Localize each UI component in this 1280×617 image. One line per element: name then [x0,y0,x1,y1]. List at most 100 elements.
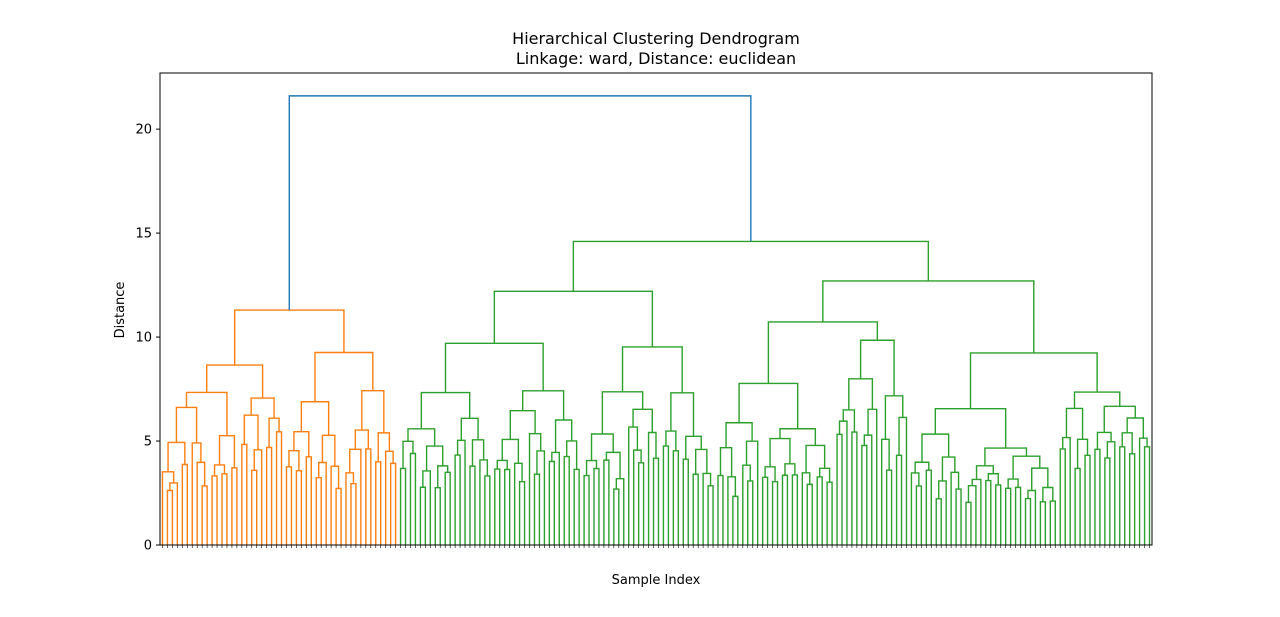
cluster-2-link [566,440,578,470]
cluster-2-link [484,475,491,545]
cluster-2-link [513,462,523,545]
cluster-2-link [969,352,1098,409]
cluster-2-link [725,422,753,448]
cluster-2-link [437,465,449,488]
cluster-2-link [670,392,695,437]
cluster-1-link [250,397,275,419]
cluster-1-link [218,435,236,468]
cluster-2-link [536,450,546,545]
cluster-2-link [816,476,823,545]
cluster-2-link [975,465,994,480]
cluster-2-link [1076,438,1089,469]
cluster-2-link [805,444,826,473]
cluster-2-link [456,439,466,545]
cluster-1-link [201,485,208,545]
cluster-2-link [419,486,427,545]
cluster-2-link [801,472,811,545]
cluster-2-link [914,461,930,473]
cluster-2-link [910,472,920,545]
cluster-1-link [389,462,397,545]
cluster-2-link [628,426,639,545]
cluster-1-link [365,448,372,545]
cluster-2-link [672,450,680,545]
cluster-2-link [601,391,644,435]
cluster-2-link [603,459,610,545]
y-tick-label: 0 [144,539,152,554]
y-axis-label: Distance [113,282,128,339]
cluster-1-link [300,401,330,436]
cluster-2-link [1094,448,1101,545]
cluster-2-link [425,445,444,471]
cluster-2-link [747,480,754,545]
cluster-1-link [233,309,345,366]
cluster-1-link [167,441,186,472]
cluster-2-link [460,417,479,441]
cluster-2-link [1031,467,1049,491]
cluster-1-link [175,406,198,443]
cluster-2-link [444,342,544,393]
cluster-1-link [375,461,382,545]
cluster-2-link [469,465,476,545]
cluster-2-link [573,468,580,545]
cluster-2-link [707,485,714,545]
cluster-2-link [791,474,799,545]
cluster-2-link [1126,417,1145,439]
cluster-2-link [719,446,733,477]
cluster-1-link [318,461,327,545]
cluster-1-link [185,391,228,436]
cluster-2-link [1074,467,1081,545]
cluster-2-link [1096,431,1112,450]
cluster-2-link [1027,489,1037,545]
cluster-1-link [295,469,303,545]
cluster-2-link [572,240,930,292]
cluster-2-link [685,435,702,460]
cluster-1-link [268,417,280,448]
cluster-2-link [767,321,879,384]
cluster-2-link [761,476,769,545]
chart-subtitle: Linkage: ward, Distance: euclidean [516,49,796,68]
cluster-2-link [971,478,982,545]
cluster-2-link [605,451,621,479]
cluster-2-link [842,409,856,433]
cluster-2-link [742,464,751,545]
cluster-1-link [191,442,202,545]
cluster-2-link [496,459,508,470]
cluster-2-link [838,420,848,545]
cluster-1-link [377,432,391,462]
cluster-2-link [784,463,796,476]
cluster-1-link [349,448,362,545]
cluster-2-link [479,459,489,545]
cluster-2-link [682,458,689,545]
cluster-2-link [950,471,960,545]
cluster-1-link [243,414,259,450]
cluster-1-link [335,487,342,545]
cluster-2-link [1106,441,1116,545]
cluster-2-link [1128,453,1136,545]
cluster-2-link [818,467,831,483]
cluster-2-link [1143,446,1151,545]
cluster-2-link [863,434,873,545]
cluster-2-link [548,460,556,545]
cluster-1-link [345,472,355,545]
cluster-2-link [1121,432,1133,454]
cluster-2-link [551,451,560,545]
cluster-2-link [434,487,441,545]
cluster-2-link [501,438,520,464]
cluster-1-link [293,430,310,457]
cluster-2-link [1007,478,1019,489]
cluster-1-link [265,446,273,545]
y-tick-label: 10 [135,331,152,346]
cluster-2-link [915,485,923,545]
cluster-1-link [241,443,248,545]
cluster-2-link [921,433,950,463]
cluster-2-link [880,438,890,545]
cluster-2-link [859,339,895,396]
cluster-2-link [402,440,414,469]
cluster-2-link [494,468,501,545]
cluster-2-link [848,378,874,410]
cluster-2-link [471,439,485,467]
cluster-2-link [585,459,598,476]
cluster-2-link [1059,448,1066,545]
cluster-2-link [1104,457,1111,545]
